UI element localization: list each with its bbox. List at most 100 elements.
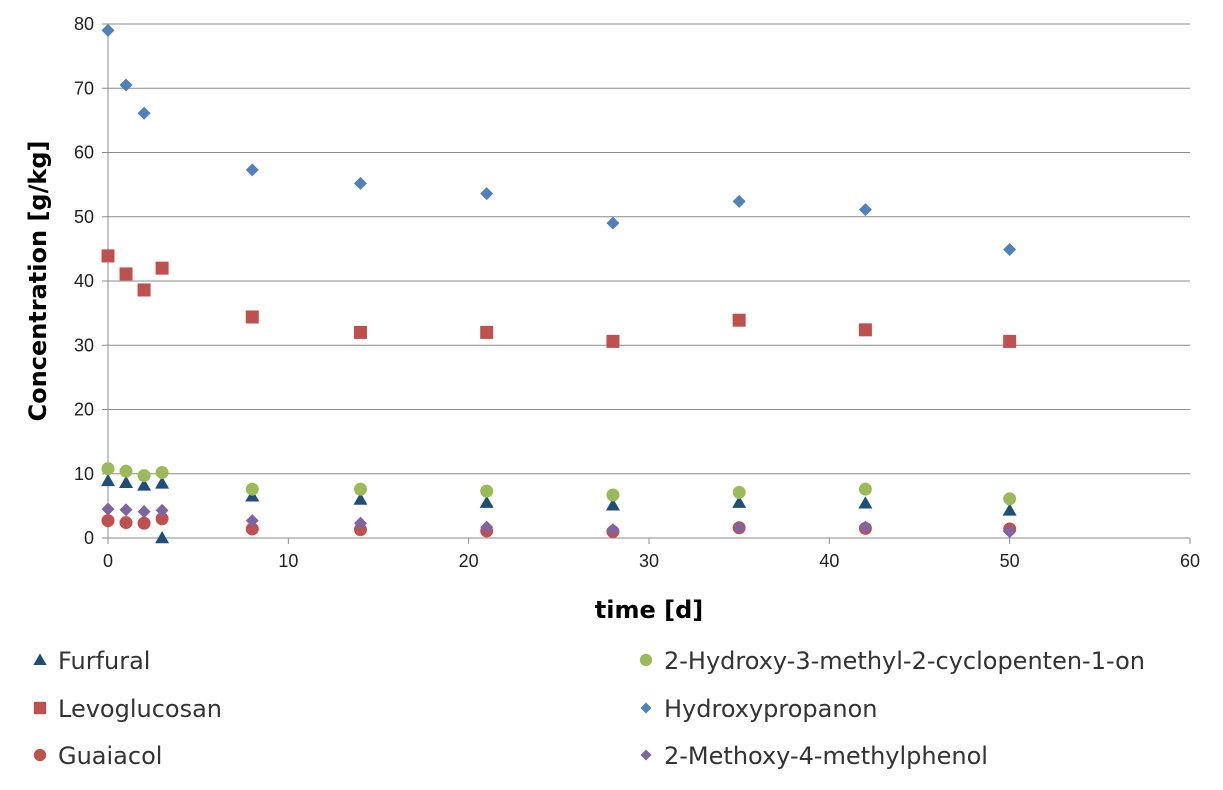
data-point	[245, 163, 259, 177]
data-point	[1003, 492, 1017, 506]
legend-label: Guaiacol	[58, 742, 162, 770]
legend-marker	[33, 748, 47, 762]
data-point	[155, 531, 170, 544]
x-tick-label: 60	[1180, 551, 1200, 571]
data-point	[480, 484, 494, 498]
data-point	[732, 521, 746, 535]
y-tick-label: 60	[74, 143, 94, 163]
data-point	[353, 482, 367, 496]
data-point	[858, 323, 872, 337]
legend-marker	[33, 653, 47, 665]
legend-entry: 2-Methoxy-4-methylphenol	[640, 742, 988, 770]
data-point	[101, 502, 115, 516]
data-point	[732, 313, 746, 327]
y-tick-label: 40	[74, 271, 94, 291]
legend-marker	[33, 701, 47, 715]
y-tick-label: 70	[74, 78, 94, 98]
data-point	[353, 492, 368, 505]
x-tick-label: 20	[459, 551, 479, 571]
data-point	[155, 476, 170, 489]
data-point	[137, 106, 151, 120]
data-point	[119, 475, 134, 488]
legend-marker	[639, 653, 653, 667]
series-0	[101, 473, 1017, 544]
legend-marker	[640, 702, 652, 714]
y-tick-label: 20	[74, 400, 94, 420]
data-point	[155, 261, 169, 275]
legend-marker	[640, 749, 652, 761]
legend-entry: 2-Hydroxy-3-methyl-2-cyclopenten-1-on	[639, 647, 1145, 675]
data-point	[479, 495, 494, 508]
data-point	[245, 514, 259, 528]
tick-labels: 0 10 20 30 40 50 60 70 80 0 10 20 30 40 50 60	[74, 14, 1200, 571]
series-4	[101, 512, 1017, 539]
x-tick-label: 10	[278, 551, 298, 571]
data-point	[606, 334, 620, 348]
data-point	[101, 23, 115, 37]
data-point	[137, 505, 151, 519]
data-point	[353, 516, 367, 530]
data-point	[119, 78, 133, 92]
legend-label: 2-Methoxy-4-methylphenol	[664, 742, 988, 770]
data-point	[155, 512, 169, 526]
data-point	[1003, 243, 1017, 257]
legend-entry: Hydroxypropanon	[640, 695, 877, 723]
data-point	[245, 482, 259, 496]
legend-entry: Levoglucosan	[33, 695, 222, 723]
y-tick-label: 50	[74, 207, 94, 227]
y-tick-label: 0	[84, 528, 94, 548]
x-tick-label: 40	[819, 551, 839, 571]
data-point	[101, 514, 115, 528]
data-point	[245, 522, 259, 536]
data-point	[155, 503, 169, 517]
data-point	[858, 496, 873, 509]
y-axis-title: Concentration [g/kg]	[24, 141, 52, 422]
x-tick-label: 30	[639, 551, 659, 571]
data-point	[1003, 525, 1017, 539]
data-point	[605, 498, 620, 511]
data-point	[137, 478, 152, 491]
data-point	[101, 462, 115, 476]
data-point	[353, 176, 367, 190]
series-3	[101, 23, 1017, 257]
legend-label: Hydroxypropanon	[664, 695, 877, 723]
y-tick-label: 10	[74, 464, 94, 484]
x-tick-label: 50	[1000, 551, 1020, 571]
data-point	[137, 283, 151, 297]
data-point	[858, 482, 872, 496]
data-point	[137, 516, 151, 530]
data-point	[101, 473, 115, 487]
data-point	[245, 310, 259, 324]
series-5	[101, 502, 1017, 539]
data-point	[480, 520, 494, 534]
data-point	[732, 485, 746, 499]
data-point	[606, 523, 620, 537]
data-point	[606, 216, 620, 230]
data-point	[119, 516, 133, 530]
data-point	[353, 325, 367, 339]
data-point	[732, 194, 746, 208]
data-point	[858, 203, 872, 217]
data-point	[101, 249, 115, 263]
gridlines	[108, 23, 1190, 475]
data-point	[606, 488, 620, 502]
legend-entry: Guaiacol	[33, 742, 162, 770]
data-point	[858, 520, 872, 534]
axes	[102, 23, 1191, 544]
data-point	[1003, 334, 1017, 348]
data-points	[101, 23, 1017, 544]
y-tick-label: 80	[74, 14, 94, 34]
legend: Furfural 2-Hydroxy-3-methyl-2-cyclopenten…	[33, 647, 1145, 770]
x-tick-label: 0	[103, 551, 113, 571]
legend-label: 2-Hydroxy-3-methyl-2-cyclopenten-1-on	[664, 647, 1145, 675]
x-axis-title: time [d]	[595, 596, 703, 624]
legend-label: Furfural	[58, 647, 150, 675]
data-point	[119, 464, 133, 478]
data-point	[137, 469, 151, 483]
legend-entry: Furfural	[33, 647, 150, 675]
data-point	[119, 503, 133, 517]
data-point	[155, 465, 169, 479]
series-2	[101, 249, 1017, 348]
series-1	[101, 462, 1017, 506]
